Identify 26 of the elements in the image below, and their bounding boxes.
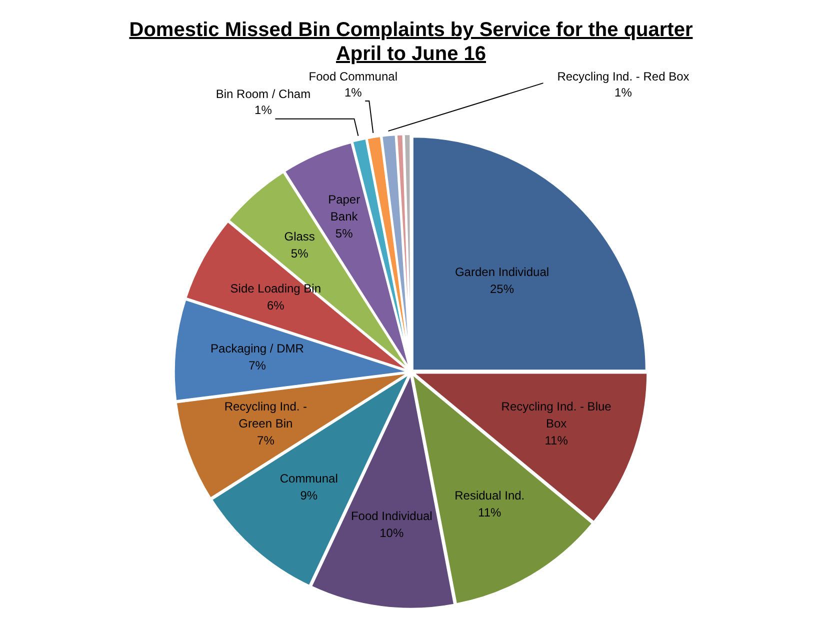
data-label: 9% (300, 488, 318, 503)
slice-label: Garden Individual (454, 264, 550, 279)
slice-label: Communal (280, 472, 338, 486)
slice-label: Residual Ind. (454, 488, 525, 503)
data-label: 5% (290, 246, 309, 260)
data-label: 11% (478, 506, 502, 520)
data-label: 1% (254, 103, 272, 118)
slice-label: Food Individual (350, 509, 432, 524)
slice-label: Recycling Ind. - Red Box (557, 69, 690, 84)
data-label: 6% (266, 298, 285, 312)
data-label: 25% (490, 282, 514, 296)
data-label: 11% (544, 434, 568, 448)
data-label: 5% (335, 226, 354, 241)
data-label: 1% (614, 85, 632, 100)
data-label: 10% (380, 526, 404, 540)
data-label: 7% (257, 434, 275, 448)
slice-label: Packaging / DMR (210, 341, 304, 356)
data-label: 1% (344, 85, 362, 100)
slice-label: Paper Bank (328, 192, 360, 224)
chart-title: Domestic Missed Bin Complaints by Service for the quarter April to June 16 (128, 18, 694, 66)
data-label: 7% (248, 358, 266, 372)
slice-label: Food Communal (308, 69, 398, 84)
slice-label: Bin Room / Cham (216, 87, 311, 102)
slice-label: Recycling Ind. - Green Bin (224, 400, 308, 431)
slice-label: Glass (284, 229, 315, 244)
slice-label: Recycling Ind. - Blue Box (501, 400, 612, 431)
